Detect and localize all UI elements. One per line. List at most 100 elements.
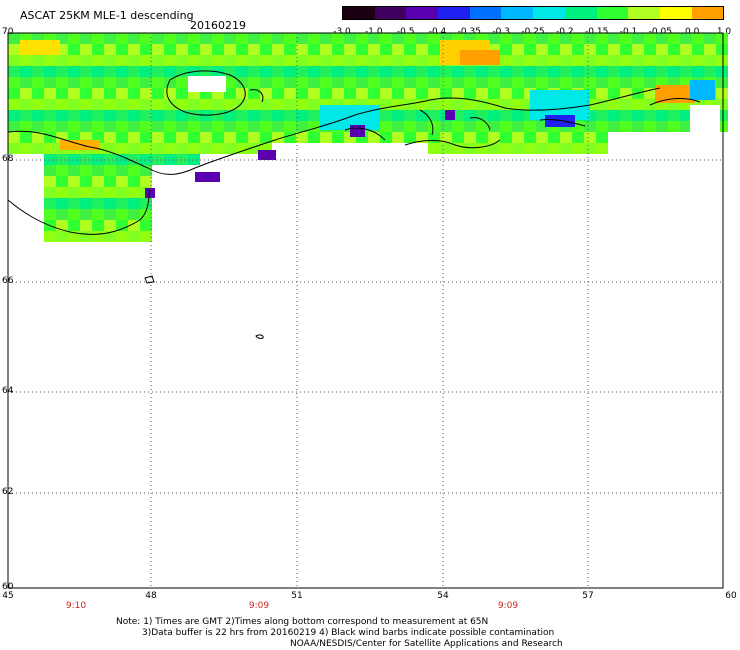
- swath-cell: [56, 154, 68, 165]
- swath-cell: [584, 121, 596, 132]
- swath-cell: [164, 121, 176, 132]
- swath-cell: [44, 88, 56, 99]
- swath-cell: [260, 99, 272, 110]
- swath-cell: [68, 154, 80, 165]
- swath-cell: [188, 132, 200, 143]
- swath-cell: [236, 99, 248, 110]
- swath-cell: [188, 121, 200, 132]
- swath-cell: [608, 88, 620, 99]
- swath-cell: [104, 154, 116, 165]
- swath-cell: [164, 99, 176, 110]
- swath-cell: [164, 143, 176, 154]
- swath-cell: [32, 88, 44, 99]
- swath-cell: [428, 88, 440, 99]
- swath-cell: [236, 121, 248, 132]
- swath-cell: [92, 187, 104, 198]
- swath-cell: [116, 55, 128, 66]
- swath-cell: [548, 143, 560, 154]
- longitude-label: 48: [145, 591, 157, 601]
- swath-cell: [380, 88, 392, 99]
- swath-cell: [344, 99, 356, 110]
- longitude-label: 60: [725, 591, 737, 601]
- swath-cell: [236, 143, 248, 154]
- swath-cell: [128, 77, 140, 88]
- swath-cell: [536, 132, 548, 143]
- swath-cell: [560, 143, 572, 154]
- swath-cell: [140, 165, 152, 176]
- color-scale-label: -0.05: [648, 27, 672, 37]
- swath-cell: [716, 110, 728, 121]
- swath-cell: [464, 99, 476, 110]
- swath-cell: [200, 33, 212, 44]
- swath-cell: [140, 110, 152, 121]
- swath-cell: [128, 231, 140, 242]
- swath-cell: [140, 132, 152, 143]
- coastline: [7, 70, 701, 339]
- swath-cell: [632, 55, 644, 66]
- color-scale-step: [564, 7, 576, 19]
- swath-cell: [584, 66, 596, 77]
- swath-cell: [584, 132, 596, 143]
- swath-cell: [260, 121, 272, 132]
- swath-cell: [260, 143, 272, 154]
- swath-cell: [320, 66, 332, 77]
- swath-cell: [116, 77, 128, 88]
- swath-cell: [248, 121, 260, 132]
- swath-cell: [356, 55, 368, 66]
- swath-cell: [308, 99, 320, 110]
- swath-cell: [140, 99, 152, 110]
- swath-cell: [428, 44, 440, 55]
- swath-cell: [56, 110, 68, 121]
- swath-cell: [56, 44, 68, 55]
- swath-cell: [308, 77, 320, 88]
- swath-cell: [308, 66, 320, 77]
- swath-cell: [140, 55, 152, 66]
- swath-cell: [608, 33, 620, 44]
- swath-cell: [296, 33, 308, 44]
- swath-cell: [512, 66, 524, 77]
- swath-cell: [296, 121, 308, 132]
- swath-cell: [644, 55, 656, 66]
- swath-cell: [224, 143, 236, 154]
- swath-cell: [452, 132, 464, 143]
- swath-cell: [560, 44, 572, 55]
- swath-cell: [464, 121, 476, 132]
- swath-cell: [140, 44, 152, 55]
- swath-cell: [188, 154, 200, 165]
- swath-cell: [68, 220, 80, 231]
- swath-cell: [524, 77, 536, 88]
- swath-cell: [104, 198, 116, 209]
- swath-cell: [68, 231, 80, 242]
- swath-cell: [680, 99, 692, 110]
- swath-cell: [584, 33, 596, 44]
- swath-cell: [440, 77, 452, 88]
- swath-cell: [344, 132, 356, 143]
- swath-cell: [272, 132, 284, 143]
- color-scale-step: [438, 7, 449, 19]
- color-scale-step: [638, 7, 650, 19]
- swath-cell: [680, 33, 692, 44]
- swath-cell: [608, 66, 620, 77]
- swath-cell: [212, 121, 224, 132]
- swath-cell: [308, 132, 320, 143]
- swath-cell: [536, 66, 548, 77]
- swath-cell: [116, 187, 128, 198]
- swath-cell: [620, 121, 632, 132]
- swath-cell: [44, 121, 56, 132]
- swath-cell: [224, 66, 236, 77]
- swath-cell: [104, 88, 116, 99]
- swath-cell: [668, 121, 680, 132]
- swath-cell: [8, 77, 20, 88]
- swath-cell: [536, 143, 548, 154]
- swath-cell: [296, 99, 308, 110]
- swath-cell: [248, 55, 260, 66]
- swath-cell: [380, 132, 392, 143]
- swath-cell: [188, 143, 200, 154]
- swath-cell: [428, 77, 440, 88]
- swath-cell: [620, 110, 632, 121]
- color-scale-step: [522, 7, 534, 19]
- swath-cell: [476, 143, 488, 154]
- swath-cell: [212, 88, 224, 99]
- swath-cell: [236, 44, 248, 55]
- color-scale-label: -0.4: [428, 27, 447, 37]
